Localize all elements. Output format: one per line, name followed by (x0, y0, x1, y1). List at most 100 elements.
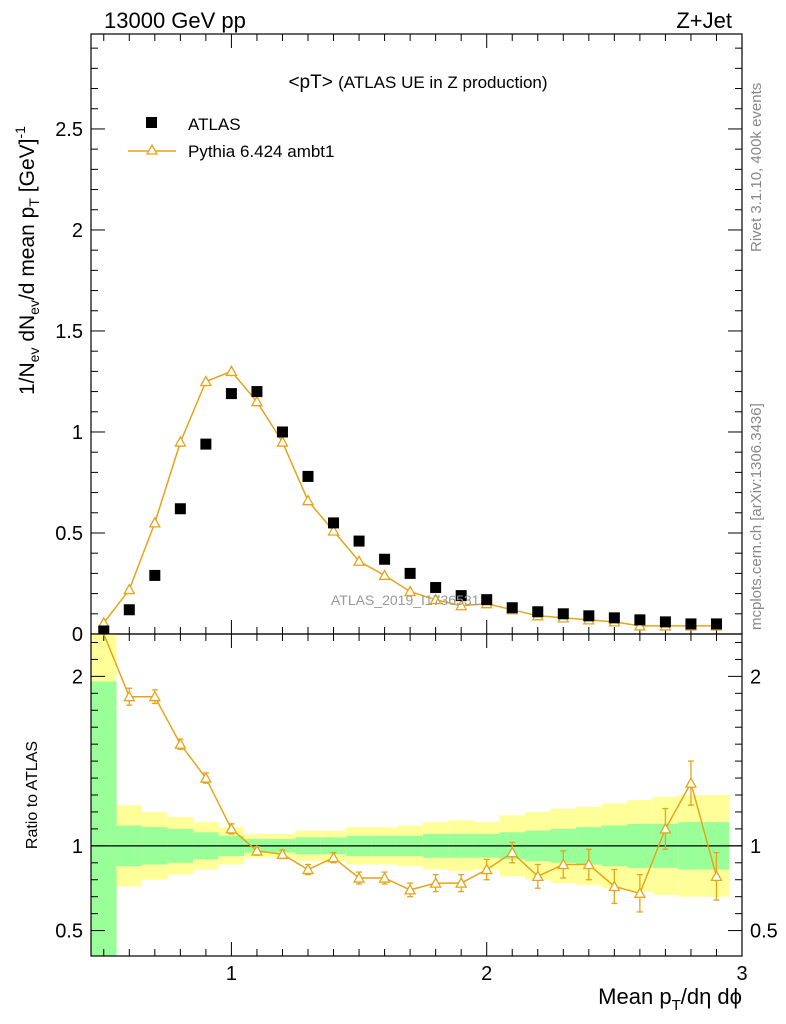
ratio-y-tick-label-right: 0.5 (750, 921, 778, 943)
atlas-data-point (583, 610, 595, 622)
pythia-data-point (352, 554, 366, 566)
main-y-axis-label: 1/Nev dNev/d mean pT [GeV]-1 (12, 126, 42, 395)
main-axis-ticks: 0 0.5 1 1.5 2 2.5 (55, 34, 743, 646)
pythia-data-point (148, 516, 161, 528)
atlas-data-point (98, 625, 110, 637)
ratio-data-point (429, 876, 442, 888)
pythia-data-point (199, 375, 212, 387)
pythia-data-point (225, 365, 238, 377)
atlas-data-point (430, 582, 442, 594)
ratio-data-point (174, 737, 187, 749)
ratio-data-point (199, 771, 212, 783)
atlas-data-point (276, 426, 288, 438)
plot-title-main: <pT> (288, 72, 332, 93)
x-tick-label: 1 (226, 963, 237, 985)
ratio-y-tick-label-right: 2 (750, 666, 761, 688)
atlas-data-point (481, 594, 493, 606)
ratio-y-tick-label-right: 1 (750, 836, 761, 858)
atlas-data-point (174, 503, 186, 515)
pythia-data-point (455, 599, 468, 611)
pythia-data-point (123, 583, 136, 595)
ratio-y-tick-label-left: 0.5 (55, 921, 83, 943)
ratio-data-point (455, 876, 468, 888)
ratio-data-point (123, 690, 136, 702)
atlas-data-point (685, 618, 697, 630)
atlas-data-point (149, 569, 161, 581)
mcplots-site-label: mcplots.cern.ch [arXiv:1306.3436] (748, 403, 765, 630)
atlas-data-point (634, 614, 646, 626)
main-y-tick-label: 1.5 (55, 321, 83, 343)
atlas-data-point (455, 590, 467, 602)
ratio-y-axis-label: Ratio to ATLAS (24, 741, 41, 849)
atlas-data-point (659, 616, 671, 628)
ratio-data-point (148, 690, 161, 702)
ratio-data-point (404, 883, 417, 895)
ratio-y-tick-label-left: 1 (72, 836, 83, 858)
x-axis-label: Mean pT/dη dϕ (598, 984, 742, 1014)
ratio-data-point (480, 863, 493, 875)
atlas-data-point (532, 606, 544, 618)
x-tick-label: 2 (481, 963, 492, 985)
pythia-data-point (301, 494, 315, 506)
atlas-data-point (123, 604, 135, 616)
main-y-tick-label: 0.5 (55, 523, 83, 545)
pythia-data-point (250, 395, 264, 407)
header-right-label: Z+Jet (676, 8, 732, 33)
ratio-data-point (225, 822, 238, 834)
ratio-data-point (582, 858, 595, 870)
rivet-version-label: Rivet 3.1.10, 400k events (748, 83, 765, 252)
ratio-bands-layer (91, 634, 742, 956)
ratio-data-point (276, 847, 289, 859)
ratio-data-point (327, 851, 340, 863)
legend: ATLAS Pythia 6.424 ambt1 (128, 115, 334, 161)
pythia-data-point (633, 619, 646, 631)
ratio-data-layer (103, 634, 723, 913)
ratio-data-point (250, 844, 264, 856)
plot-title-sub: (ATLAS UE in Z production) (338, 73, 547, 92)
main-data-layer (97, 365, 723, 637)
ratio-data-point (659, 822, 672, 834)
atlas-data-point (710, 618, 722, 630)
ratio-data-point (710, 870, 723, 881)
ratio-data-point (352, 871, 366, 883)
header-left-label: 13000 GeV pp (104, 8, 246, 33)
legend-pythia-marker (145, 143, 159, 155)
ratio-y-tick-label-left: 2 (72, 666, 83, 688)
pythia-data-point (378, 569, 391, 581)
analysis-watermark: ATLAS_2019_I1736531 (331, 592, 480, 608)
ratio-band-green (91, 681, 117, 956)
atlas-data-point (328, 517, 340, 529)
pythia-data-point (429, 593, 442, 605)
legend-atlas-label: ATLAS (188, 115, 241, 134)
ratio-data-point (378, 871, 391, 883)
ratio-data-point (531, 870, 544, 881)
atlas-data-point (225, 388, 237, 400)
atlas-data-point (379, 553, 391, 565)
atlas-data-point (353, 535, 365, 547)
ratio-plot-frame (90, 633, 743, 957)
atlas-data-point (608, 612, 620, 624)
pythia-data-point (327, 524, 340, 536)
x-tick-label: 3 (736, 963, 747, 985)
atlas-data-point (506, 602, 518, 614)
atlas-data-point (404, 567, 416, 579)
plot-title: <pT> (ATLAS UE in Z production) (288, 72, 547, 93)
legend-pythia-label: Pythia 6.424 ambt1 (188, 142, 334, 161)
atlas-data-point (302, 470, 314, 482)
main-y-tick-label: 0 (72, 624, 83, 646)
ratio-data-point (608, 880, 621, 892)
ratio-data-point (506, 846, 519, 858)
atlas-data-point (251, 386, 263, 398)
pythia-data-point (174, 435, 187, 447)
main-y-tick-label: 2.5 (55, 119, 83, 141)
main-y-tick-label: 1 (72, 422, 83, 444)
atlas-data-point (557, 608, 569, 620)
pythia-data-point (276, 435, 289, 447)
legend-atlas-marker (146, 117, 157, 128)
pythia-data-point (404, 585, 417, 597)
ratio-data-point (633, 886, 646, 898)
ratio-data-point (557, 858, 570, 870)
ratio-data-point (684, 776, 698, 788)
ratio-data-point (301, 863, 315, 875)
